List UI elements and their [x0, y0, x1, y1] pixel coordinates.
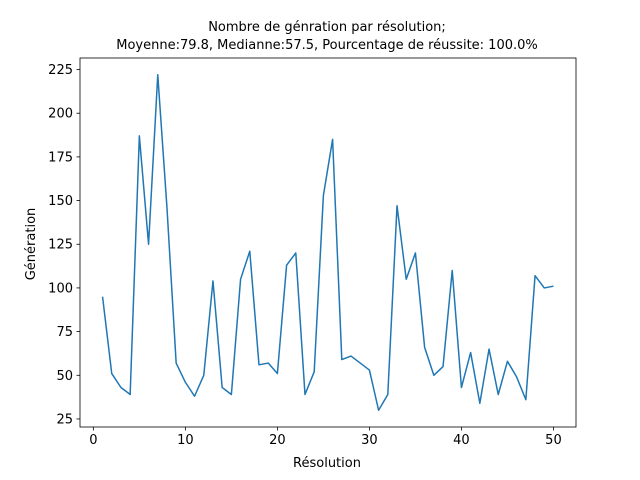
y-tick-label-100: 100 [48, 281, 73, 296]
y-tick-label-125: 125 [48, 238, 73, 253]
plot-frame [79, 57, 577, 428]
y-tick-label-200: 200 [48, 107, 73, 122]
plot-area: 0 10 20 30 40 50 25 50 75 100 125 150 175 200 225 [48, 57, 577, 448]
series-line-0 [101, 74, 554, 411]
y-tick-label-150: 150 [48, 194, 73, 209]
x-tick-label-40: 40 [453, 433, 470, 448]
y-tick-label-25: 25 [56, 412, 73, 427]
x-tick-label-10: 10 [177, 433, 194, 448]
x-tick-label-0: 0 [89, 433, 97, 448]
y-axis-label: Génération [24, 208, 39, 281]
x-tick-label-20: 20 [269, 433, 286, 448]
y-tick-label-225: 225 [48, 63, 73, 78]
x-axis-label: Résolution [293, 456, 361, 471]
y-tick-label-50: 50 [56, 369, 73, 384]
x-tick-label-50: 50 [545, 433, 562, 448]
chart-title-line-1: Nombre de génration par résolution; [208, 20, 446, 35]
x-tick-label-30: 30 [361, 433, 378, 448]
chart-title-line-2: Moyenne:79.8, Medianne:57.5, Pourcentage… [116, 38, 538, 53]
y-tick-label-175: 175 [48, 150, 73, 165]
y-tick-label-75: 75 [56, 325, 73, 340]
